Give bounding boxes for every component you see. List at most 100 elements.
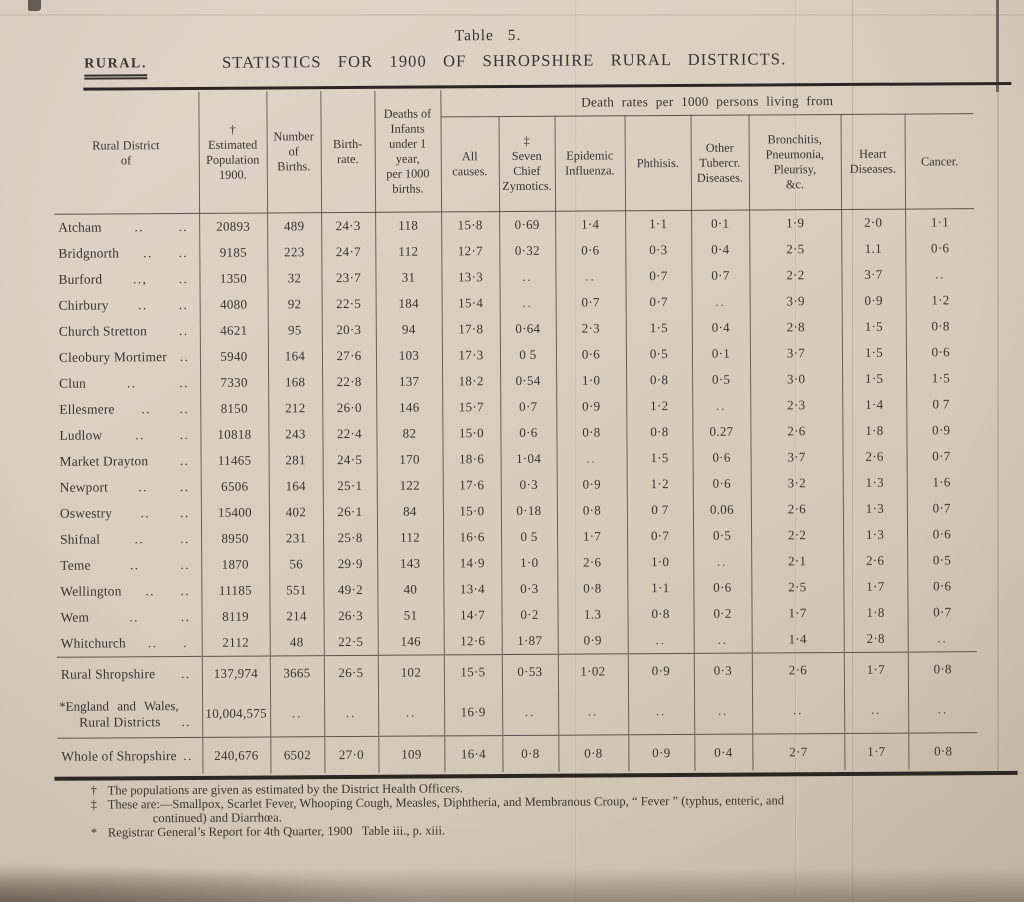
value-cell: .. bbox=[555, 263, 626, 290]
district-label-cell: Rural Shropshire.. bbox=[56, 656, 203, 692]
value-cell: 1·3 bbox=[842, 469, 907, 496]
value-cell: 84 bbox=[376, 498, 443, 525]
value-cell: .. bbox=[499, 289, 556, 317]
table-row: Rural Shropshire.. 137,974 3665 26·5 102 15·5… bbox=[56, 651, 978, 692]
district-label-cell: Wellington.... bbox=[56, 577, 202, 605]
value-cell: 0 5 bbox=[500, 523, 558, 551]
value-cell: 0·7 bbox=[933, 604, 952, 620]
district-label-cell: Shifnal.... bbox=[56, 525, 202, 553]
value-cell: 32 bbox=[267, 265, 322, 292]
district-label-cell: Newport.... bbox=[55, 473, 201, 501]
value-cell: 26·3 bbox=[323, 602, 378, 630]
value-cell: 1·87 bbox=[501, 627, 558, 655]
value-cell: 11185 bbox=[201, 577, 270, 604]
value-cell: 2·6 bbox=[750, 495, 843, 523]
value-cell: 1·4 bbox=[751, 625, 844, 654]
value-cell: 0·32 bbox=[499, 237, 556, 265]
district-label-cell: Whole of Shropshire.. bbox=[57, 737, 203, 775]
value-cell: 8119 bbox=[201, 603, 270, 630]
value-cell: 2·8 bbox=[843, 625, 908, 653]
value-cell: 0·8 bbox=[556, 497, 627, 524]
value-cell: 0·6 bbox=[693, 574, 752, 601]
value-cell: .. bbox=[935, 266, 946, 281]
value-cell: 0·9 bbox=[556, 393, 627, 420]
value-cell: .. bbox=[556, 445, 627, 472]
value-cell: 0·18 bbox=[500, 497, 557, 525]
value-cell: .. bbox=[694, 687, 753, 735]
value-cell: 2·8 bbox=[749, 313, 842, 341]
value-cell: 551 bbox=[269, 577, 324, 604]
value-cell: 1·7 bbox=[844, 733, 909, 770]
value-cell: .. bbox=[693, 626, 752, 654]
column-header: Epidemic Influenza. bbox=[554, 115, 626, 212]
value-cell: 0·8 bbox=[557, 575, 628, 602]
value-cell: 1·0 bbox=[627, 548, 694, 576]
value-cell: 0·6 bbox=[931, 344, 950, 360]
value-cell: 3·0 bbox=[750, 365, 843, 393]
district-label-cell: *England and Wales, Rural Districts.. bbox=[57, 690, 203, 739]
value-cell: .. bbox=[558, 688, 629, 736]
value-cell: 25·1 bbox=[322, 472, 377, 500]
value-cell: 26·5 bbox=[323, 655, 379, 691]
column-header: Other Tubercr. Diseases. bbox=[690, 115, 750, 211]
value-cell: 2112 bbox=[201, 629, 270, 657]
value-cell: 0·69 bbox=[499, 211, 556, 239]
value-cell: .. bbox=[270, 690, 325, 737]
district-label-cell: Market Drayton.. bbox=[55, 447, 201, 475]
value-cell: 0·5 bbox=[625, 340, 693, 368]
value-cell: 15·8 bbox=[441, 211, 500, 239]
value-cell: 14·7 bbox=[443, 602, 502, 629]
value-cell: 0·8 bbox=[908, 732, 978, 770]
value-cell: 0·4 bbox=[691, 314, 750, 341]
value-cell: 9185 bbox=[199, 239, 268, 266]
value-cell: 1·4 bbox=[842, 391, 907, 418]
value-cell: 15400 bbox=[200, 499, 270, 526]
value-cell: 0·9 bbox=[557, 627, 628, 655]
value-cell: .. bbox=[843, 686, 909, 734]
value-cell: 0·7 bbox=[626, 522, 694, 550]
value-cell: 0·3 bbox=[693, 653, 753, 688]
value-cell: 1.1 bbox=[841, 235, 906, 262]
value-cell: 56 bbox=[269, 551, 324, 578]
value-cell: 20893 bbox=[199, 212, 268, 240]
value-cell: 223 bbox=[267, 239, 322, 266]
value-cell: 1·1 bbox=[625, 210, 692, 238]
value-cell: 7330 bbox=[200, 369, 269, 396]
value-cell: 0.06 bbox=[692, 496, 751, 523]
value-cell: 1·04 bbox=[500, 445, 557, 473]
value-cell: 1·8 bbox=[843, 599, 908, 626]
district-label-cell: Clun.... bbox=[55, 369, 201, 397]
statistics-table: Rural District of † Estimated Population … bbox=[53, 87, 978, 775]
value-cell: 0 7 bbox=[932, 396, 950, 412]
column-header: ‡ Seven Chief Zymotics. bbox=[498, 116, 556, 212]
value-cell: 2·5 bbox=[749, 235, 842, 263]
column-header: Cancer. bbox=[904, 113, 975, 210]
value-cell: 3·7 bbox=[841, 261, 906, 288]
value-cell: 122 bbox=[376, 472, 443, 499]
value-cell: 0·9 bbox=[932, 422, 951, 438]
column-header: Bronchitis, Pneumonia, Pleurisy, &c. bbox=[748, 114, 842, 211]
value-cell: 2·6 bbox=[843, 547, 908, 574]
value-cell: 0·6 bbox=[555, 237, 626, 264]
value-cell: 3·7 bbox=[749, 339, 843, 367]
value-cell: 1·4 bbox=[555, 210, 626, 238]
value-cell: 2·3 bbox=[555, 315, 626, 342]
district-label-cell: Atcham.... bbox=[54, 213, 200, 241]
value-cell: 5940 bbox=[199, 343, 269, 370]
value-cell: 6506 bbox=[200, 473, 269, 500]
value-cell: 489 bbox=[267, 212, 322, 240]
value-cell: 0·4 bbox=[691, 236, 750, 263]
value-cell: 1·5 bbox=[931, 370, 951, 386]
district-label-cell: Church Stretton.. bbox=[54, 317, 200, 345]
table-row: Whole of Shropshire.. 240,676 6502 27·0 109 1… bbox=[57, 732, 978, 775]
value-cell: 1·1 bbox=[930, 214, 950, 230]
value-cell: 1·9 bbox=[749, 209, 842, 237]
value-cell: 0·5 bbox=[692, 366, 751, 393]
value-cell: 1.3 bbox=[557, 601, 628, 628]
value-cell: 27·6 bbox=[321, 342, 377, 370]
value-cell: 1·3 bbox=[842, 521, 908, 548]
value-cell: 0·7 bbox=[932, 448, 951, 464]
value-cell: 24·7 bbox=[321, 238, 376, 266]
value-cell: 103 bbox=[375, 342, 443, 369]
